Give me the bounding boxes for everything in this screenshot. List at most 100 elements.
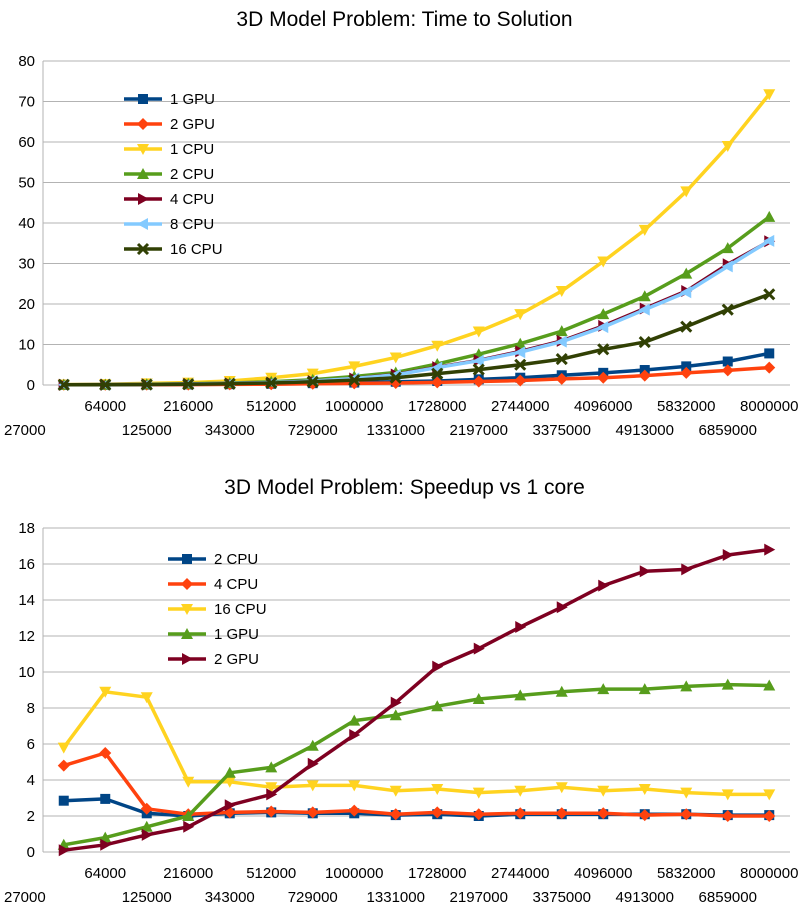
legend-label: 2 CPU <box>170 166 214 183</box>
x-tick-label: 4096000 <box>574 865 632 882</box>
legend-item: 16 CPU <box>168 601 267 618</box>
y-tick-label: 20 <box>18 296 35 313</box>
legend-item: 2 CPU <box>124 166 214 183</box>
data-point <box>555 372 568 385</box>
data-point <box>638 683 651 695</box>
series-2-gpu <box>58 543 776 857</box>
data-point <box>349 729 361 741</box>
data-point <box>763 210 776 222</box>
x-tick-label: 512000 <box>246 398 296 415</box>
data-point <box>514 358 527 371</box>
data-point <box>680 787 693 799</box>
time-to-solution-plot: 0 10 20 30 40 50 60 70 80 27000 64000 125000 216000 3… <box>4 53 798 439</box>
data-point <box>722 549 734 561</box>
data-point <box>555 782 568 794</box>
data-point <box>265 782 278 794</box>
x-tick-label: 6859000 <box>699 422 757 439</box>
data-point <box>597 807 610 820</box>
legend-marker <box>137 168 149 179</box>
x-tick-label: 1000000 <box>325 865 383 882</box>
speedup-chart: 3D Model Problem: Speedup vs 1 core 0 2 4 6… <box>0 466 809 907</box>
legend-marker <box>137 118 149 130</box>
data-point <box>721 678 734 690</box>
series-line <box>63 239 771 387</box>
legend-marker <box>136 242 150 256</box>
legend-marker <box>181 604 193 615</box>
data-point <box>597 308 610 320</box>
y-tick-label: 10 <box>18 337 35 354</box>
data-point <box>99 747 112 759</box>
x-tick-label: 125000 <box>122 422 172 439</box>
data-point <box>639 565 651 578</box>
legend-item: 1 GPU <box>168 626 259 643</box>
data-point <box>680 267 693 279</box>
x-tick-label: 5832000 <box>657 865 715 882</box>
data-point <box>555 286 568 298</box>
data-point <box>597 321 609 334</box>
data-point <box>472 363 485 376</box>
data-point <box>431 806 444 819</box>
x-tick-label: 5832000 <box>657 398 715 415</box>
y-tick-label: 18 <box>18 520 35 537</box>
x-tick-label: 1331000 <box>367 889 425 906</box>
series-line <box>63 93 771 387</box>
x-tick-label: 27000 <box>4 422 46 439</box>
legend: 1 GPU 2 GPU 1 CPU 2 CPU 4 CPU 8 CPU 16 CPU <box>124 91 223 258</box>
data-point <box>638 303 650 316</box>
data-point <box>597 683 610 695</box>
data-point <box>306 806 319 819</box>
data-point <box>100 793 111 804</box>
data-point <box>680 808 693 821</box>
legend-marker <box>181 578 193 590</box>
series-16-cpu <box>57 288 776 391</box>
data-point <box>389 352 402 364</box>
x-tick-label: 64000 <box>84 865 126 882</box>
data-point <box>680 320 693 333</box>
y-tick-label: 70 <box>18 94 35 111</box>
data-point <box>472 808 485 821</box>
data-point <box>348 714 361 726</box>
legend: 2 CPU 4 CPU 16 CPU 1 GPU 2 GPU <box>168 551 267 668</box>
data-point <box>597 785 610 797</box>
data-point <box>556 601 568 614</box>
x-tick-label: 4913000 <box>616 889 674 906</box>
y-tick-label: 2 <box>27 808 35 825</box>
x-tick-label: 343000 <box>205 889 255 906</box>
x-tick-label: 6859000 <box>699 889 757 906</box>
data-point <box>306 739 319 751</box>
data-point <box>514 337 527 349</box>
legend-item: 16 CPU <box>124 241 223 258</box>
data-point <box>389 785 402 797</box>
data-point <box>431 367 444 380</box>
y-tick-label: 0 <box>27 844 35 861</box>
legend-item: 4 CPU <box>168 576 258 593</box>
x-tick-label: 8000000 <box>740 865 798 882</box>
data-point <box>389 808 402 821</box>
data-point <box>99 378 112 391</box>
data-point <box>763 288 776 301</box>
y-tick-label: 6 <box>27 736 35 753</box>
legend-label: 8 CPU <box>170 216 214 233</box>
data-point <box>764 543 776 556</box>
data-point <box>638 290 651 302</box>
data-point <box>681 563 693 576</box>
x-tick-label: 216000 <box>163 865 213 882</box>
data-point <box>140 692 153 704</box>
data-point <box>555 685 568 697</box>
series-2-cpu <box>58 793 775 821</box>
data-point <box>182 378 195 391</box>
y-tick-label: 60 <box>18 134 35 151</box>
data-point <box>763 789 776 801</box>
y-tick-label: 0 <box>27 377 35 394</box>
series-16-cpu <box>57 686 776 801</box>
data-point <box>638 809 651 822</box>
data-point <box>598 579 610 592</box>
x-tick-label: 1331000 <box>367 422 425 439</box>
x-tick-label: 125000 <box>122 889 172 906</box>
data-point <box>680 186 693 198</box>
legend-item: 2 GPU <box>124 116 215 133</box>
data-point <box>57 378 70 391</box>
data-point <box>597 343 610 356</box>
data-point <box>721 260 733 273</box>
data-point <box>223 377 236 390</box>
